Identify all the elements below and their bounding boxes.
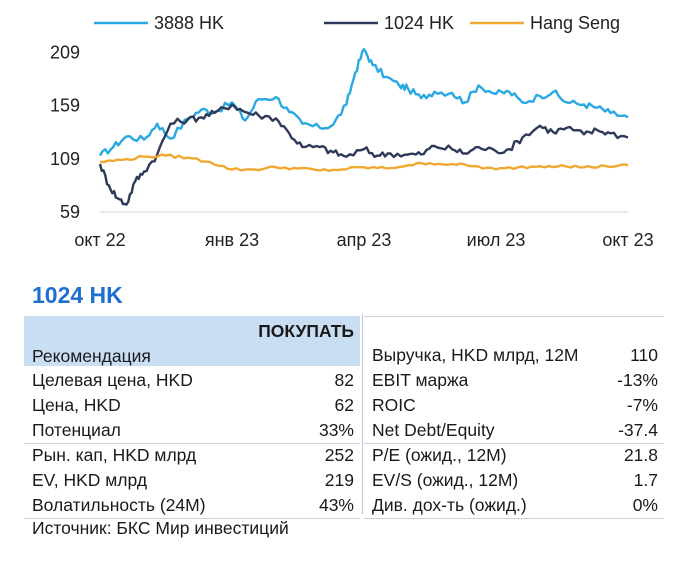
table-top-border — [364, 316, 664, 317]
metric-label: Волатильность (24M) — [32, 495, 206, 515]
metric-label: Net Debt/Equity — [372, 420, 495, 440]
metrics-tables: ПОКУПАТЬ Рекомендация Целевая цена, HKD … — [24, 314, 664, 519]
table-divider — [362, 314, 363, 514]
right-row: Див. дох-ть (ожид.) 0% — [364, 493, 664, 519]
left-row: Потенциал 33% — [24, 418, 360, 444]
legend-label: Hang Seng — [530, 13, 620, 33]
metric-value: 82 — [334, 370, 354, 390]
y-tick-label: 59 — [60, 202, 80, 222]
metric-label: Рын. кап, HKD млрд — [32, 445, 197, 465]
metric-value: -37.4 — [618, 420, 658, 440]
legend-label: 1024 HK — [384, 13, 454, 33]
y-axis: 209 159 109 59 — [50, 42, 80, 222]
metric-value: 62 — [334, 395, 354, 415]
right-row: ROIC -7% — [364, 393, 664, 418]
metric-label: P/E (ожид., 12M) — [372, 445, 507, 465]
recommendation-label: Рекомендация — [32, 346, 151, 366]
left-row: EV, HKD млрд 219 — [24, 468, 360, 493]
metric-value: 0% — [632, 495, 658, 515]
metric-label: EV/S (ожид., 12M) — [372, 470, 519, 490]
x-tick-label: янв 23 — [205, 230, 259, 250]
y-tick-label: 109 — [50, 149, 80, 169]
legend-label: 3888 HK — [154, 13, 224, 33]
metric-value: 252 — [324, 445, 354, 465]
series-line-hang-seng — [100, 153, 629, 173]
left-row: Цена, HKD 62 — [24, 393, 360, 418]
metric-label: ROIC — [372, 395, 416, 415]
metric-value: 33% — [318, 420, 354, 440]
metric-label: Див. дох-ть (ожид.) — [372, 495, 527, 515]
recommendation-row: ПОКУПАТЬ Рекомендация — [24, 316, 360, 366]
chart-legend: 3888 HK 1024 HK Hang Seng — [94, 13, 620, 33]
series-lines — [98, 48, 629, 206]
metric-value: -7% — [626, 395, 658, 415]
metric-label: Целевая цена, HKD — [32, 370, 193, 390]
metric-label: Цена, HKD — [32, 395, 121, 415]
x-tick-label: апр 23 — [337, 230, 392, 250]
left-row: Волатильность (24M) 43% — [24, 493, 360, 519]
right-row: Net Debt/Equity -37.4 — [364, 418, 664, 444]
series-line-3888-hk — [98, 48, 629, 157]
x-axis: окт 22 янв 23 апр 23 июл 23 окт 23 — [74, 230, 653, 250]
left-row: Целевая цена, HKD 82 — [24, 368, 360, 393]
metric-value: 21.8 — [623, 445, 658, 465]
metric-value: -13% — [617, 370, 658, 390]
right-row: EBIT маржа -13% — [364, 368, 664, 393]
right-row: Выручка, HKD млрд, 12M 110 — [364, 343, 664, 368]
x-tick-label: окт 22 — [74, 230, 125, 250]
metric-value: 219 — [324, 470, 354, 490]
metric-label: Выручка, HKD млрд, 12M — [372, 345, 579, 365]
page-title: 1024 HK — [32, 282, 123, 308]
metric-value: 1.7 — [633, 470, 658, 490]
metric-label: Потенциал — [32, 420, 121, 440]
source-note: Источник: БКС Мир инвестиций — [32, 518, 289, 538]
y-tick-label: 159 — [50, 96, 80, 116]
metric-value: 110 — [630, 345, 658, 365]
series-line-1024-hk — [98, 103, 629, 206]
metric-label: EBIT маржа — [372, 370, 469, 390]
recommendation-value: ПОКУПАТЬ — [258, 321, 354, 341]
y-tick-label: 209 — [50, 42, 80, 62]
left-row: Рын. кап, HKD млрд 252 — [24, 443, 360, 468]
right-row: P/E (ожид., 12M) 21.8 — [364, 443, 664, 468]
x-tick-label: июл 23 — [467, 230, 526, 250]
right-row: EV/S (ожид., 12M) 1.7 — [364, 468, 664, 493]
x-tick-label: окт 23 — [602, 230, 653, 250]
metric-label: EV, HKD млрд — [32, 470, 148, 490]
line-chart: 3888 HK 1024 HK Hang Seng 209 159 109 59 окт … — [50, 13, 654, 250]
metric-value: 43% — [318, 495, 354, 515]
